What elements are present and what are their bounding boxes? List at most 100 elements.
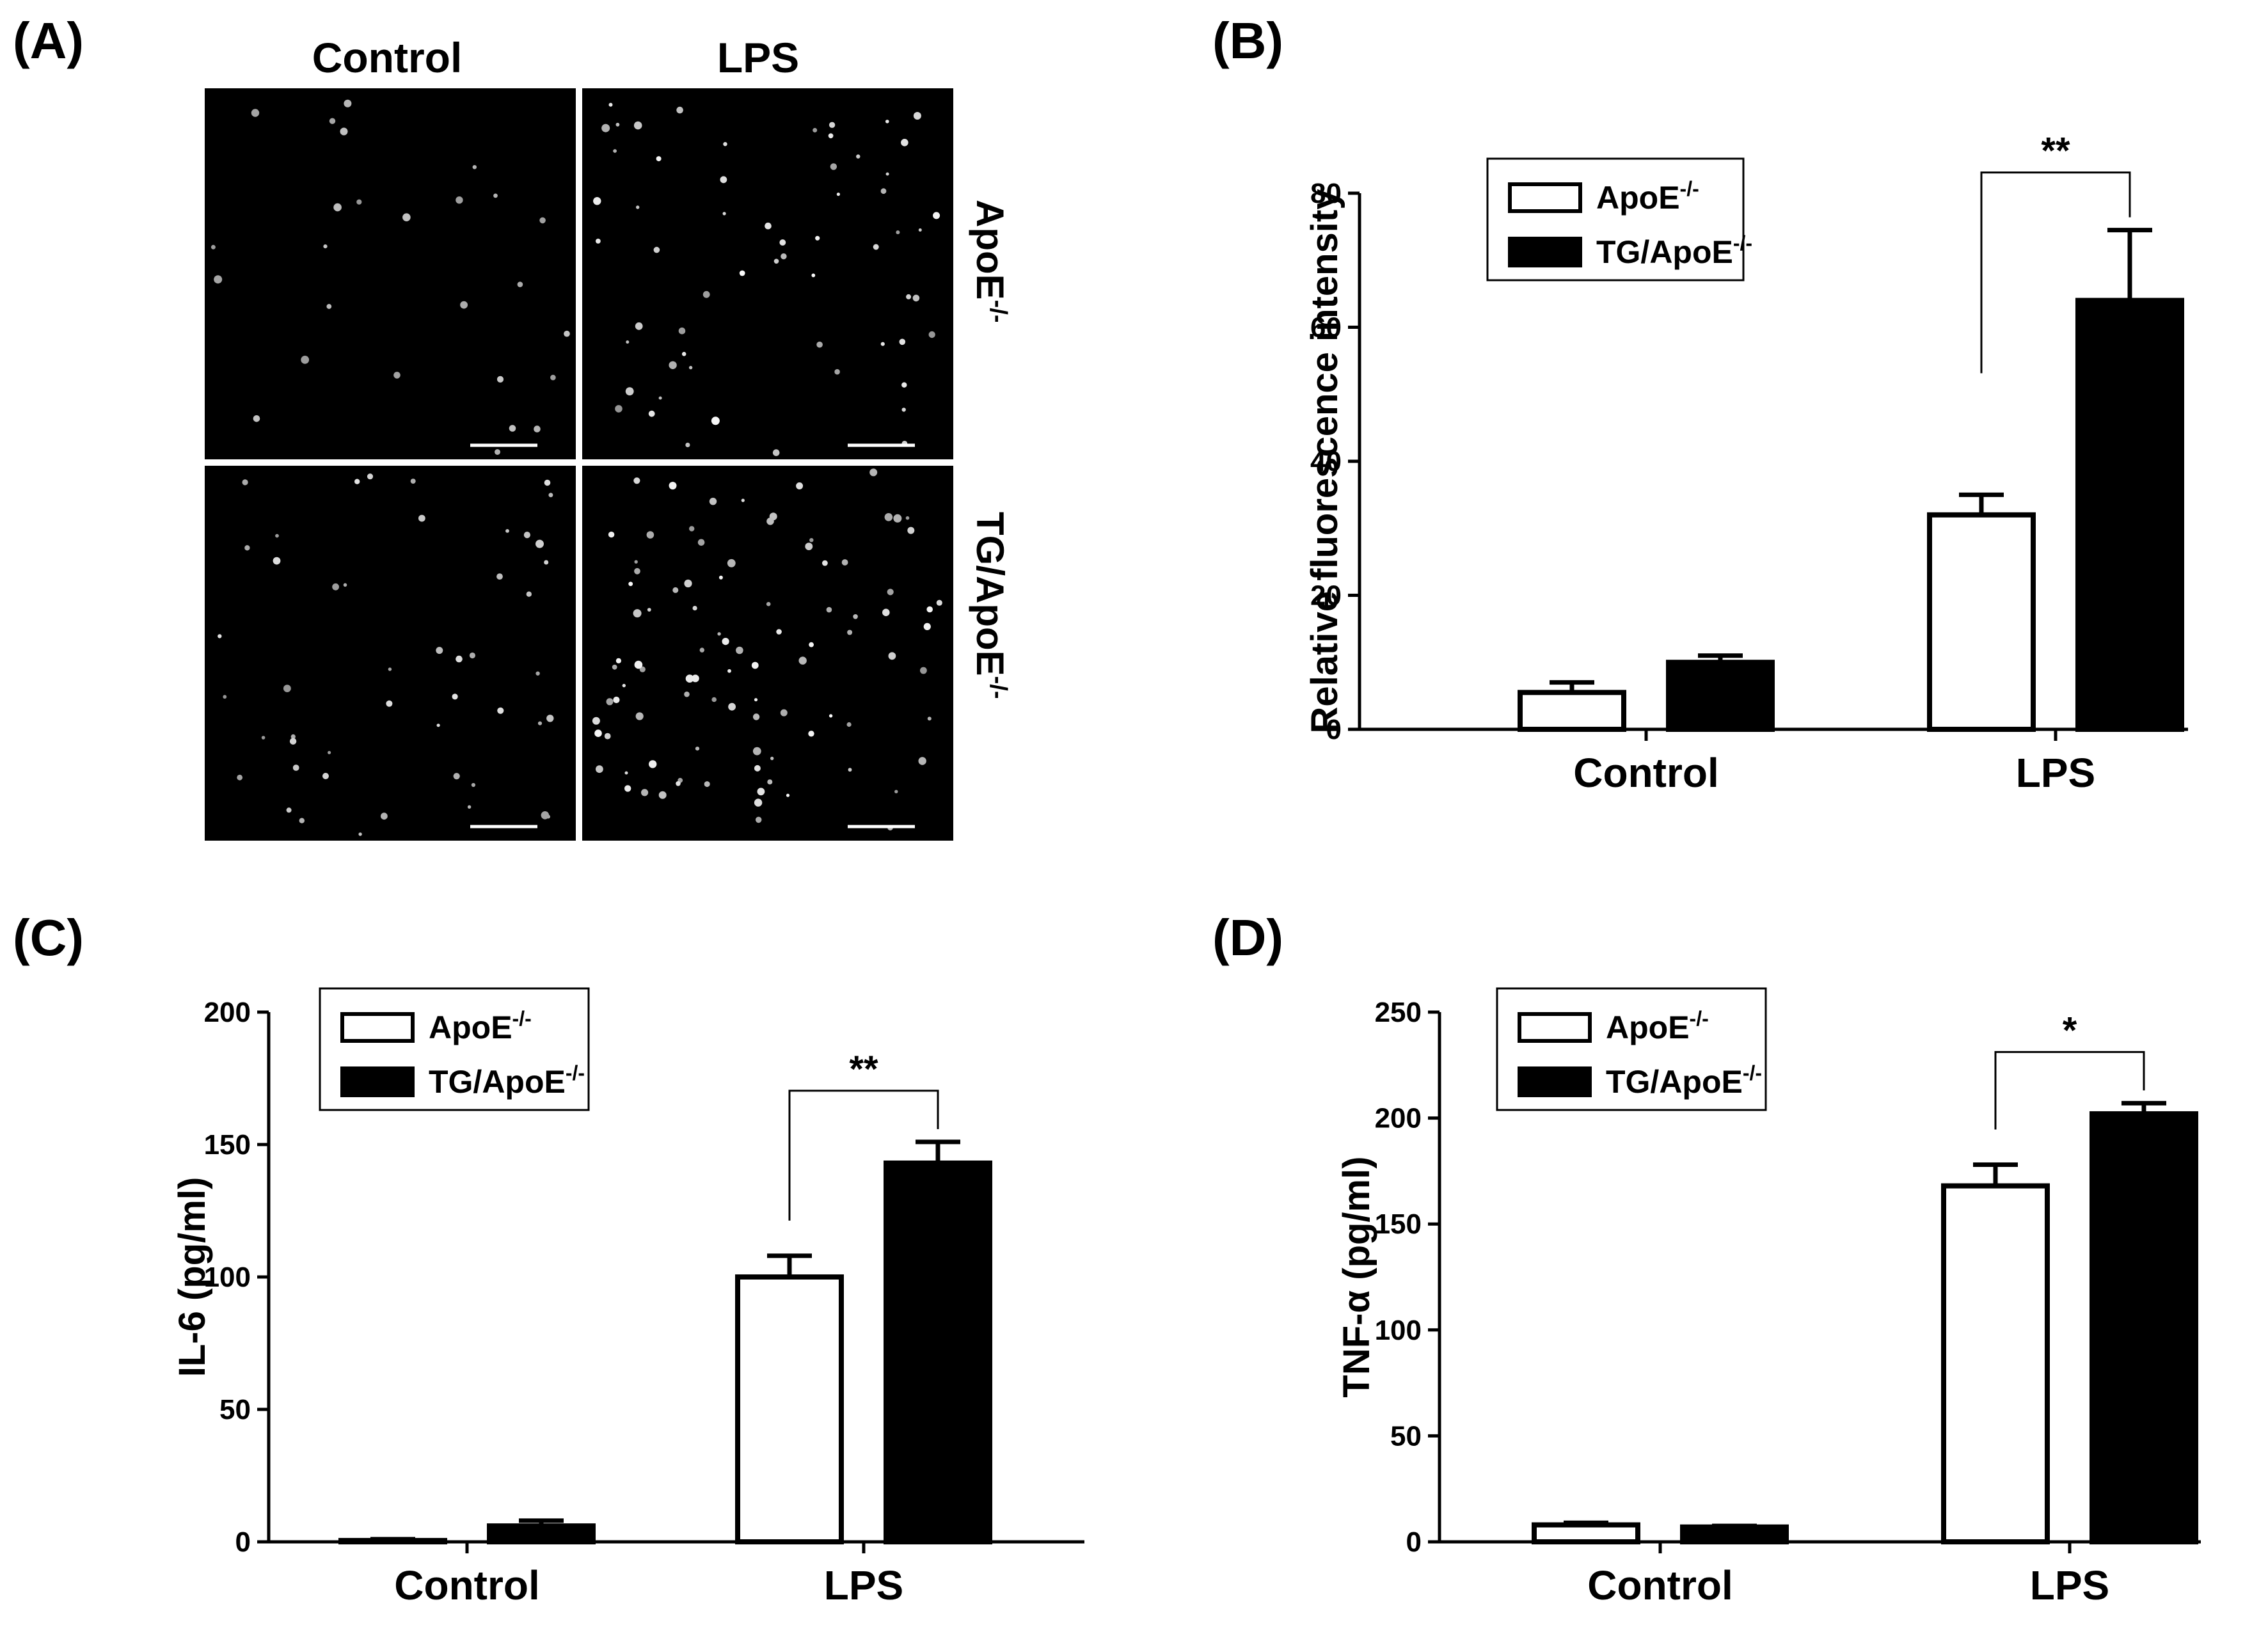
fluorescent-dot xyxy=(323,244,328,249)
fluorescent-dot xyxy=(456,655,463,663)
fluorescent-dot xyxy=(658,396,662,400)
fluorescent-dot xyxy=(918,757,926,765)
fluorescent-dot xyxy=(535,671,540,676)
fluorescent-dot xyxy=(718,575,723,580)
y-tick-label: 250 xyxy=(1375,997,1422,1028)
column-label-control: Control xyxy=(312,34,463,81)
fluorescent-dot xyxy=(905,516,910,520)
fluorescent-dot xyxy=(436,724,440,727)
fluorescent-dot xyxy=(615,658,621,663)
fluorescent-dot xyxy=(639,666,646,672)
fluorescent-dot xyxy=(612,664,617,670)
fluorescent-dot xyxy=(736,646,743,654)
fluorescent-dot xyxy=(218,634,222,638)
significance-bracket xyxy=(1994,1050,2145,1130)
fluorescent-dot xyxy=(286,807,292,813)
fluorescent-dot xyxy=(894,789,898,793)
fluorescent-dot xyxy=(596,239,601,244)
legend-swatch-tg-apoe xyxy=(1518,1066,1592,1097)
micrograph-tg-control-dots xyxy=(218,473,554,836)
fluorescent-dot xyxy=(936,599,942,606)
fluorescent-dot xyxy=(472,165,477,170)
fluorescent-dot xyxy=(456,196,463,204)
fluorescent-dot xyxy=(880,342,885,346)
fluorescent-dot xyxy=(210,244,216,250)
y-tick-label: 0 xyxy=(1326,714,1342,745)
bar-tg-apoe-lps xyxy=(2090,1111,2198,1544)
fluorescent-dot xyxy=(727,669,731,673)
fluorescent-dot xyxy=(453,773,460,780)
fluorescent-dot xyxy=(548,493,553,498)
fluorescent-dot xyxy=(596,765,603,773)
fluorescent-dot xyxy=(261,736,266,740)
fluorescent-dot xyxy=(564,330,570,337)
fluorescent-dot xyxy=(613,696,620,704)
legend-superscript: -/- xyxy=(1743,1061,1762,1084)
fluorescent-dot xyxy=(928,331,935,338)
fluorescent-dot xyxy=(649,760,657,768)
fluorescent-dot xyxy=(741,498,745,502)
y-tick-label: 100 xyxy=(204,1262,251,1293)
fluorescent-dot xyxy=(505,529,509,533)
fluorescent-dot xyxy=(776,629,782,635)
legend-superscript: -/- xyxy=(1733,232,1752,255)
fluorescent-dot xyxy=(290,734,296,739)
fluorescent-dot xyxy=(822,560,828,566)
fluorescent-dot xyxy=(906,294,912,299)
y-axis-label: IL-6 (pg/ml) xyxy=(171,1177,213,1377)
fluorescent-dot xyxy=(933,212,940,219)
fluorescent-dot xyxy=(517,281,523,287)
fluorescent-dot xyxy=(681,352,686,356)
fluorescent-dot xyxy=(546,715,554,722)
fluorescent-dot xyxy=(343,583,347,587)
fluorescent-dot xyxy=(592,717,600,725)
fluorescent-dot xyxy=(594,729,602,737)
fluorescent-dot xyxy=(628,582,633,587)
fluorescent-dot xyxy=(709,498,717,505)
fluorescent-dot xyxy=(647,608,651,612)
y-tick-label: 0 xyxy=(1406,1526,1422,1558)
fluorescent-dot xyxy=(702,290,710,298)
y-tick-label: 0 xyxy=(235,1526,251,1558)
fluorescent-dot xyxy=(535,539,544,548)
fluorescent-dot xyxy=(653,246,660,253)
fluorescent-dot xyxy=(907,527,915,534)
fluorescent-dot xyxy=(918,228,922,232)
fluorescent-dot xyxy=(253,415,260,422)
fluorescent-dot xyxy=(332,583,339,591)
fluorescent-dot xyxy=(847,630,853,635)
fluorescent-dot xyxy=(356,199,362,205)
fluorescent-dot xyxy=(658,791,667,799)
fluorescent-dot xyxy=(333,203,342,212)
row-label-apoe-sup: -/- xyxy=(985,299,1011,323)
fluorescent-dot xyxy=(711,697,717,702)
micrograph-apoe-control-dots xyxy=(210,99,570,455)
chart-b: 0 20 40 60 80 Control LPS ** Relative fluorescen… xyxy=(1304,131,2188,796)
y-tick-label: 100 xyxy=(1375,1315,1422,1346)
fluorescent-dot xyxy=(326,304,332,309)
fluorescent-dot xyxy=(885,172,889,176)
fluorescent-dot xyxy=(608,102,613,107)
y-tick-label: 200 xyxy=(204,997,251,1028)
fluorescent-dot xyxy=(853,614,858,619)
fluorescent-dot xyxy=(340,127,348,136)
fluorescent-dot xyxy=(544,560,549,565)
fluorescent-dot xyxy=(888,652,896,660)
fluorescent-dot xyxy=(773,258,779,264)
row-label-apoe-base: ApoE xyxy=(969,200,1011,300)
fluorescent-dot xyxy=(622,683,626,688)
fluorescent-dot xyxy=(493,193,498,198)
fluorescent-dot xyxy=(880,188,887,194)
fluorescent-dot xyxy=(634,660,643,669)
fluorescent-dot xyxy=(717,632,721,636)
panel-letter-d: (D) xyxy=(1212,909,1284,966)
fluorescent-dot xyxy=(534,425,541,432)
fluorescent-dot xyxy=(608,531,615,538)
y-tick-label: 60 xyxy=(1310,312,1342,344)
fluorescent-dot xyxy=(699,647,704,653)
fluorescent-dot xyxy=(752,747,761,756)
fluorescent-dot xyxy=(601,123,610,132)
fluorescent-dot xyxy=(834,369,840,375)
fluorescent-dot xyxy=(901,139,908,147)
